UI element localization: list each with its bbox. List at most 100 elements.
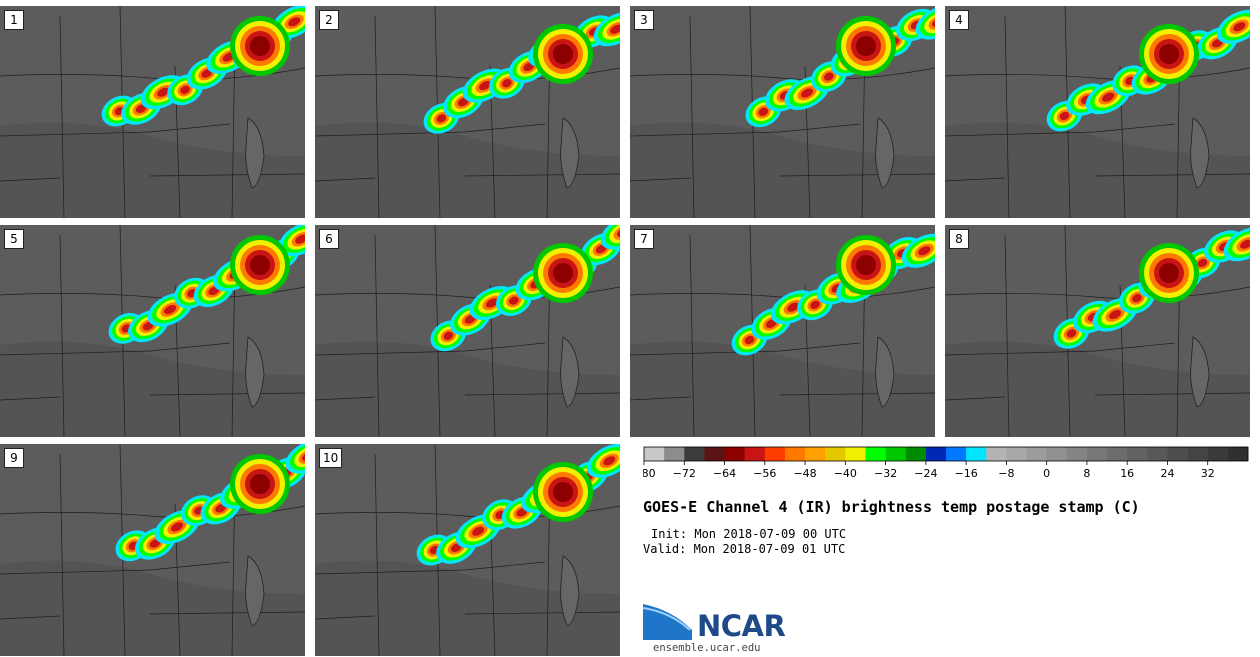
lake-michigan <box>245 336 265 408</box>
convective-storm-band <box>1046 9 1250 132</box>
lake-michigan <box>1190 336 1210 408</box>
valid-time: Valid: Mon 2018-07-09 01 UTC <box>643 542 846 556</box>
panel-number-label: 2 <box>319 10 339 30</box>
colorbar-tick-label: −24 <box>914 467 937 480</box>
satellite-map <box>945 6 1250 218</box>
panel-number-label: 4 <box>949 10 969 30</box>
colorbar-segment <box>764 447 786 461</box>
panel-number-label: 3 <box>634 10 654 30</box>
member-panel-2: 2 <box>315 6 620 218</box>
convective-storm-band <box>101 6 305 127</box>
convective-storm-band <box>423 12 620 134</box>
satellite-map <box>945 225 1250 437</box>
lake-michigan <box>560 336 580 408</box>
colorbar-segment <box>946 447 967 461</box>
colorbar-tick-label: 8 <box>1083 467 1090 480</box>
member-panel-6: 6 <box>315 225 620 437</box>
convective-storm-band <box>1053 227 1250 349</box>
ncar-logo-icon <box>642 604 692 640</box>
satellite-map <box>630 225 935 437</box>
colorbar-segment <box>1006 447 1027 461</box>
colorbar-segment <box>1026 447 1047 461</box>
lake-michigan <box>1190 117 1210 189</box>
member-panel-5: 5 <box>0 225 305 437</box>
member-panel-4: 4 <box>945 6 1250 218</box>
colorbar-segment <box>1107 447 1128 461</box>
colorbar-segment <box>885 447 907 461</box>
colorbar-segment <box>865 447 886 461</box>
colorbar-segment <box>1086 447 1108 461</box>
colorbar-segment <box>684 447 705 461</box>
colorbar-segment <box>1187 447 1209 461</box>
satellite-map <box>315 6 620 218</box>
colorbar-tick-label: −64 <box>713 467 736 480</box>
lake-michigan <box>875 336 895 408</box>
colorbar-tick-label: −72 <box>673 467 696 480</box>
colorbar-segment <box>704 447 725 461</box>
member-panel-10: 10 <box>315 444 620 656</box>
colorbar-segment <box>966 447 987 461</box>
website-url: ensemble.ucar.edu <box>653 642 761 654</box>
convective-storm-band <box>430 225 620 352</box>
panel-number-label: 8 <box>949 229 969 249</box>
colorbar-tick-label: −80 <box>643 467 656 480</box>
lake-michigan <box>245 555 265 627</box>
member-panel-9: 9 <box>0 444 305 656</box>
lake-michigan <box>875 117 895 189</box>
lake-michigan <box>245 117 265 189</box>
colorbar-segment <box>1227 447 1249 461</box>
convective-storm-band <box>115 444 305 562</box>
init-time: Init: Mon 2018-07-09 00 UTC <box>651 527 847 541</box>
panel-number-label: 6 <box>319 229 339 249</box>
figure-title: GOES-E Channel 4 (IR) brightness temp po… <box>643 498 1140 516</box>
satellite-map <box>630 6 935 218</box>
satellite-map <box>315 444 620 656</box>
panel-number-label: 7 <box>634 229 654 249</box>
colorbar-segment <box>664 447 685 461</box>
colorbar-segment <box>905 447 927 461</box>
colorbar-segment <box>986 447 1007 461</box>
member-panel-7: 7 <box>630 225 935 437</box>
colorbar-segment <box>1147 447 1168 461</box>
member-panel-3: 3 <box>630 6 935 218</box>
colorbar-tick-label: −32 <box>874 467 897 480</box>
satellite-map <box>0 444 305 656</box>
satellite-map <box>0 6 305 218</box>
colorbar-tick-label: 24 <box>1160 467 1174 480</box>
satellite-map <box>0 225 305 437</box>
colorbar-segment <box>825 447 846 461</box>
colorbar-tick-label: 16 <box>1120 467 1134 480</box>
colorbar-segment <box>1066 447 1088 461</box>
colorbar-tick-label: 32 <box>1201 467 1215 480</box>
colorbar-tick-label: −40 <box>834 467 857 480</box>
colorbar-segment <box>1046 447 1068 461</box>
colorbar-tick-label: −16 <box>955 467 978 480</box>
convective-storm-band <box>731 233 935 356</box>
convective-storm-band <box>745 6 935 128</box>
colorbar-segment <box>1207 447 1229 461</box>
colorbar-segment <box>1167 447 1188 461</box>
colorbar-segment <box>1127 447 1148 461</box>
convective-storm-band <box>416 444 620 566</box>
panel-number-label: 10 <box>319 448 343 468</box>
colorbar-segment <box>784 447 806 461</box>
panel-number-label: 5 <box>4 229 24 249</box>
satellite-map <box>315 225 620 437</box>
lake-michigan <box>560 117 580 189</box>
colorbar-segment <box>644 447 665 461</box>
lake-michigan <box>560 555 580 627</box>
panel-number-label: 1 <box>4 10 24 30</box>
member-panel-1: 1 <box>0 6 305 218</box>
colorbar-segment <box>744 447 766 461</box>
convective-storm-band <box>108 225 305 344</box>
colorbar-segment <box>925 447 947 461</box>
colorbar-segment <box>724 447 745 461</box>
colorbar-segment <box>805 447 826 461</box>
colorbar-tick-label: −56 <box>753 467 776 480</box>
colorbar-tick-label: 0 <box>1043 467 1050 480</box>
panel-number-label: 9 <box>4 448 24 468</box>
colorbar-tick-label: −48 <box>793 467 816 480</box>
ncar-logo-text: NCAR <box>697 609 786 643</box>
colorbar-tick-label: −8 <box>998 467 1014 480</box>
